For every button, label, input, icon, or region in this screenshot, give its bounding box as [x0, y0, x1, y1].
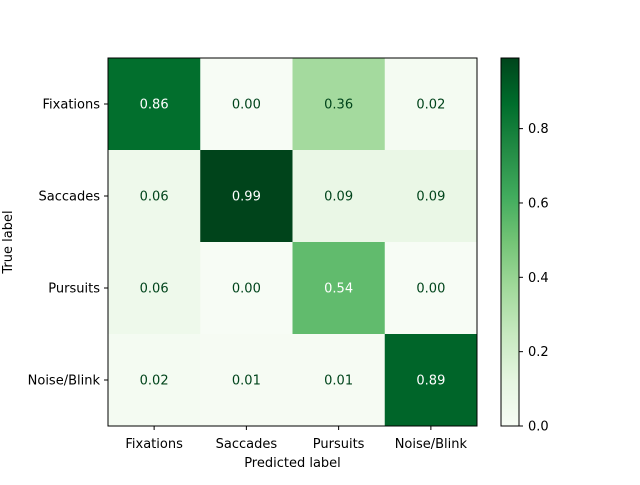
x-axis-label: Predicted label	[244, 456, 341, 471]
y-tick-label: Pursuits	[48, 282, 100, 297]
cell-value-label: 0.06	[140, 282, 169, 297]
heatmap-cell	[384, 242, 478, 335]
heatmap-cell	[292, 58, 386, 151]
heatmap-cell	[200, 58, 293, 151]
heatmap-cell	[108, 334, 201, 427]
cell-value-label: 0.06	[140, 190, 169, 205]
x-tick-label: Pursuits	[313, 437, 365, 452]
plot-frame	[107, 57, 478, 427]
colorbar-tick-label: 0.0	[528, 420, 549, 435]
colorbar-tick-label: 0.2	[528, 345, 549, 360]
cell-value-label: 0.02	[416, 98, 445, 113]
heatmap-cell	[200, 334, 293, 427]
cell-value-label: 0.89	[416, 374, 445, 389]
colorbar-tick-label: 0.6	[528, 196, 549, 211]
x-tick-label: Noise/Blink	[395, 437, 468, 452]
y-axis: Fixations Saccades Pursuits Noise/Blink	[28, 98, 108, 389]
y-tick-label: Fixations	[43, 98, 101, 113]
cell-value-label: 0.01	[324, 374, 353, 389]
cell-value-label: 0.09	[324, 190, 353, 205]
heatmap-cell	[384, 58, 478, 151]
heatmap-cell	[108, 242, 201, 335]
x-axis: Fixations Saccades Pursuits Noise/Blink	[125, 426, 468, 452]
cell-value-label: 0.01	[232, 374, 261, 389]
colorbar-ticks: 0.0 0.2 0.4 0.6 0.8	[519, 122, 549, 435]
x-tick-label: Fixations	[125, 437, 183, 452]
colorbar-tick-label: 0.8	[528, 122, 549, 137]
heatmap-cell	[292, 242, 386, 335]
heatmap-cell	[384, 150, 478, 243]
heatmap-cells	[108, 58, 478, 427]
cell-value-label: 0.00	[416, 282, 445, 297]
heatmap-cell	[384, 334, 478, 427]
heatmap-cell	[200, 150, 293, 243]
cell-value-label: 0.86	[140, 98, 169, 113]
heatmap-cell	[292, 150, 386, 243]
cell-value-label: 0.99	[232, 190, 261, 205]
cell-value-label: 0.00	[232, 282, 261, 297]
cell-value-label: 0.54	[324, 282, 353, 297]
colorbar-tick-label: 0.4	[528, 271, 549, 286]
colorbar	[500, 57, 520, 427]
x-tick-label: Saccades	[216, 437, 278, 452]
heatmap-cell	[292, 334, 386, 427]
heatmap-cell	[108, 150, 201, 243]
cell-value-label: 0.02	[140, 374, 169, 389]
y-tick-label: Noise/Blink	[28, 374, 101, 389]
cell-value-labels: 0.86 0.00 0.36 0.02 0.06 0.99 0.09 0.09 0.06 0.00…	[140, 98, 446, 389]
cell-value-label: 0.09	[416, 190, 445, 205]
heatmap-cell	[200, 242, 293, 335]
y-axis-label: True label	[1, 210, 16, 274]
cell-value-label: 0.36	[324, 98, 353, 113]
y-tick-label: Saccades	[38, 190, 100, 205]
heatmap-cell	[108, 58, 201, 151]
cell-value-label: 0.00	[232, 98, 261, 113]
